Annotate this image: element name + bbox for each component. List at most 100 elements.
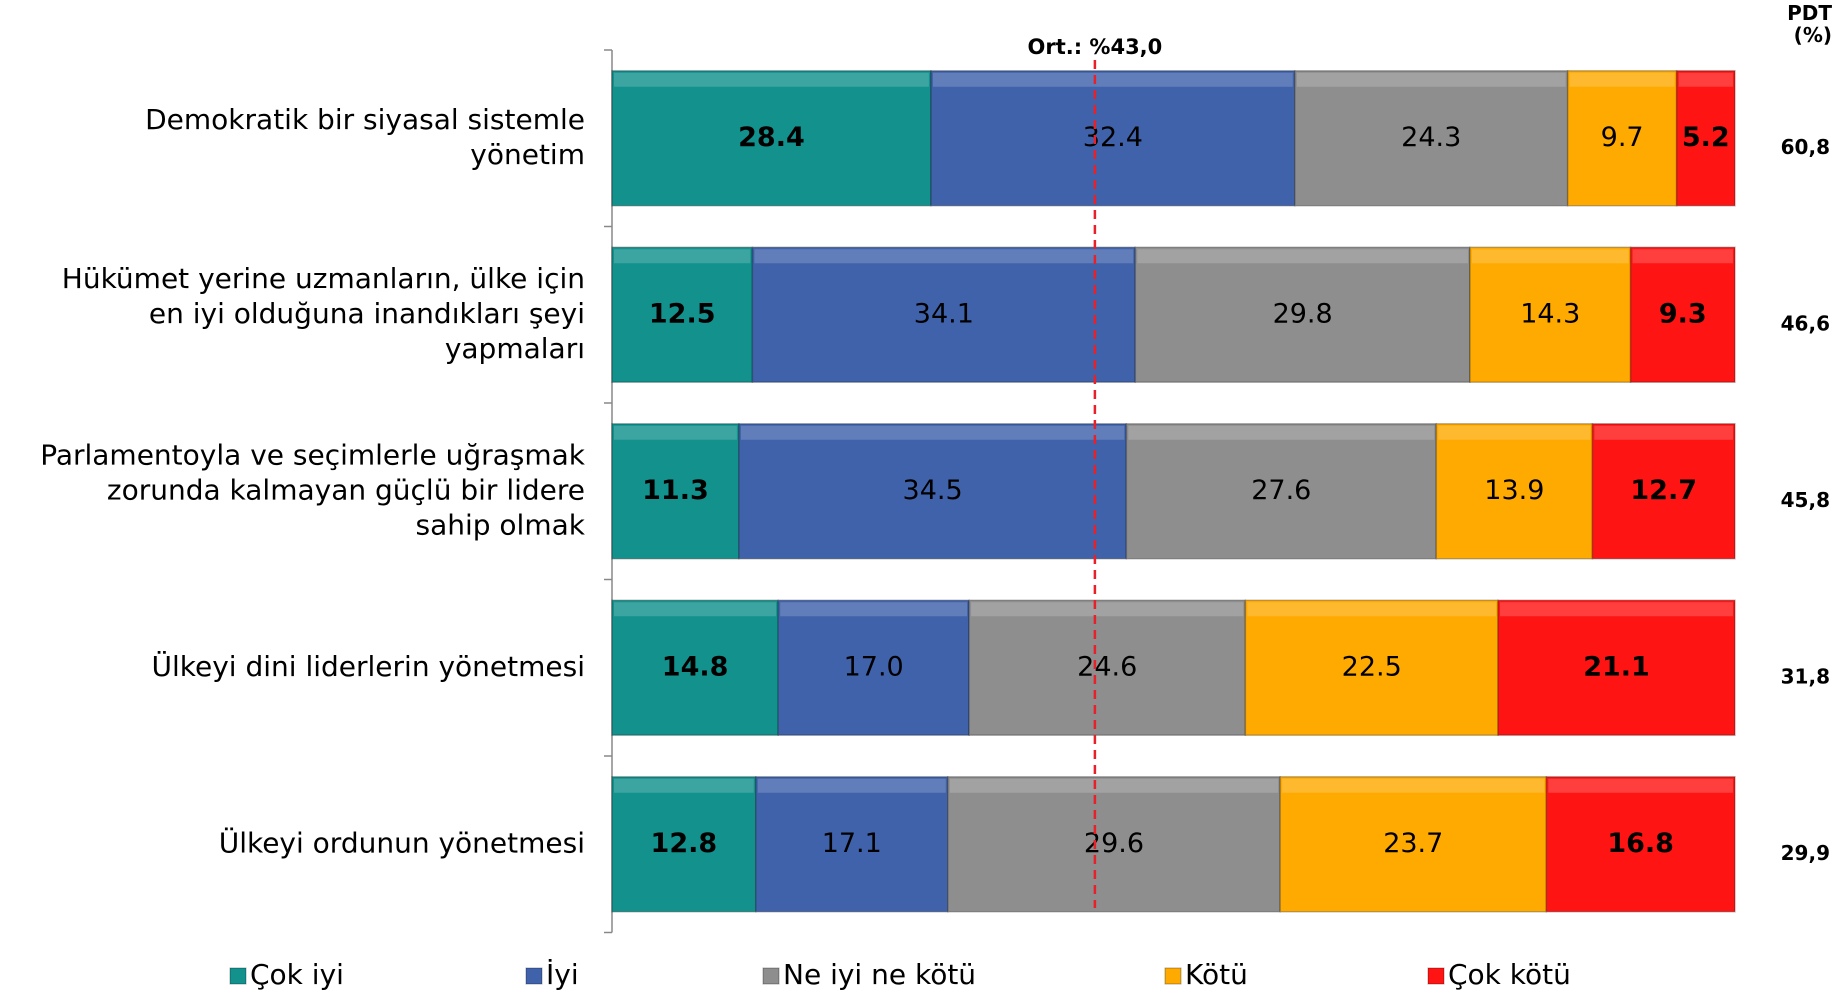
category-label: Hükümet yerine uzmanların, ülke için en i… [62,262,585,365]
value-label: 11.3 [642,475,709,506]
pdt-title-line: PDT [1787,1,1832,25]
value-label: 9.3 [1659,298,1707,329]
pdt-value: 31,8 [1781,664,1830,688]
bar-highlight [1247,602,1497,617]
bar-segment [1469,246,1632,383]
bar-segment [1435,423,1594,560]
bar-highlight [780,602,968,617]
value-label: 29.6 [1084,828,1144,859]
legend-swatch [229,967,247,985]
bar-highlight [1594,425,1733,440]
bar-highlight [1569,72,1675,87]
value-label: 24.3 [1401,122,1461,153]
value-label: 16.8 [1607,828,1674,859]
average-label: Ort.: %43,0 [1027,35,1162,59]
category-label: Ülkeyi ordunun yönetmesi [219,825,585,859]
pdt-value: 60,8 [1781,135,1830,159]
bar-segment [930,70,1296,207]
legend-swatch [525,967,543,985]
category-label: Parlamentoyla ve seçimlerle uğraşmak zoru… [40,438,586,541]
value-label: 14.8 [662,651,729,682]
value-label: 12.7 [1630,475,1697,506]
bar-segment [751,246,1137,383]
bar-highlight [740,425,1125,440]
bar-segment [611,423,740,560]
bar-highlight [1296,72,1566,87]
category-label-line: Hükümet yerine uzmanların, ülke için [62,262,585,295]
bar-highlight [754,249,1134,264]
bar-segment [611,599,779,736]
value-label: 14.3 [1520,298,1580,329]
bar-highlight [1500,602,1733,617]
value-label: 13.9 [1484,475,1544,506]
bar-highlight [757,778,946,793]
bar-segment [1545,776,1736,913]
pdt-title: PDT (%) [1787,1,1832,47]
value-label: 17.0 [844,651,904,682]
bar-highlight [614,72,929,87]
bar-highlight [1632,249,1733,264]
bar-highlight [1438,425,1591,440]
category-label-line: yönetim [470,138,585,171]
value-label: 24.6 [1077,651,1137,682]
bar-highlight [1128,425,1435,440]
value-label: 28.4 [738,122,805,153]
legend-label: Ne iyi ne kötü [783,958,976,991]
bar-segment [968,599,1247,736]
bar-segment [738,423,1128,560]
value-label: 29.8 [1273,298,1333,329]
legend-label: Çok iyi [250,958,344,991]
bar-segment [1497,599,1736,736]
bar-highlight [1678,72,1733,87]
value-label: 9.7 [1601,122,1644,153]
category-label-line: yapmaları [445,332,585,365]
value-label: 12.8 [651,828,718,859]
legend-label: Çok kötü [1448,958,1571,991]
bar-highlight [1137,249,1468,264]
category-label-line: Ülkeyi dini liderlerin yönetmesi [152,649,585,683]
bar-segment [611,776,757,913]
bar-highlight [971,602,1244,617]
category-label-line: Parlamentoyla ve seçimlerle uğraşmak [40,438,586,471]
value-label: 34.1 [914,298,974,329]
value-label: 21.1 [1583,651,1650,682]
value-label: 32.4 [1083,122,1143,153]
bar-segment [1591,423,1736,560]
bar-segment [1629,246,1736,383]
value-label: 17.1 [822,828,882,859]
bar-segment [777,599,970,736]
bar-segment [1244,599,1499,736]
bar-segment [611,246,754,383]
bar-segment [611,70,932,207]
category-label-line: en iyi olduğuna inandıkları şeyi [149,297,585,330]
pdt-title-line: (%) [1794,23,1832,47]
pdt-value: 46,6 [1781,311,1830,335]
category-label: Ülkeyi dini liderlerin yönetmesi [152,649,585,683]
bar-segment [754,776,949,913]
category-label-line: Ülkeyi ordunun yönetmesi [219,825,585,859]
legend-swatch [1164,967,1182,985]
bar-highlight [614,778,754,793]
value-label: 34.5 [903,475,963,506]
bar-highlight [1548,778,1733,793]
category-label-line: sahip olmak [415,508,585,541]
bar-highlight [1471,249,1629,264]
category-label-line: Demokratik bir siyasal sistemle [145,103,585,136]
value-label: 22.5 [1342,651,1402,682]
category-label: Demokratik bir siyasal sistemle yönetim [145,103,585,171]
pdt-value: 45,8 [1781,488,1830,512]
bar-highlight [614,425,737,440]
value-label: 12.5 [649,298,716,329]
category-label-line: zorunda kalmayan güçlü bir lidere [107,473,585,506]
value-label: 5.2 [1682,122,1730,153]
bar-segment [947,776,1281,913]
legend-label: İyi [546,958,579,991]
bar-segment [1134,246,1471,383]
bar-highlight [1282,778,1545,793]
bar-highlight [949,778,1279,793]
legend-swatch [762,967,780,985]
bar-segment [1294,70,1569,207]
bar-segment [1675,70,1736,207]
value-label: 23.7 [1383,828,1443,859]
